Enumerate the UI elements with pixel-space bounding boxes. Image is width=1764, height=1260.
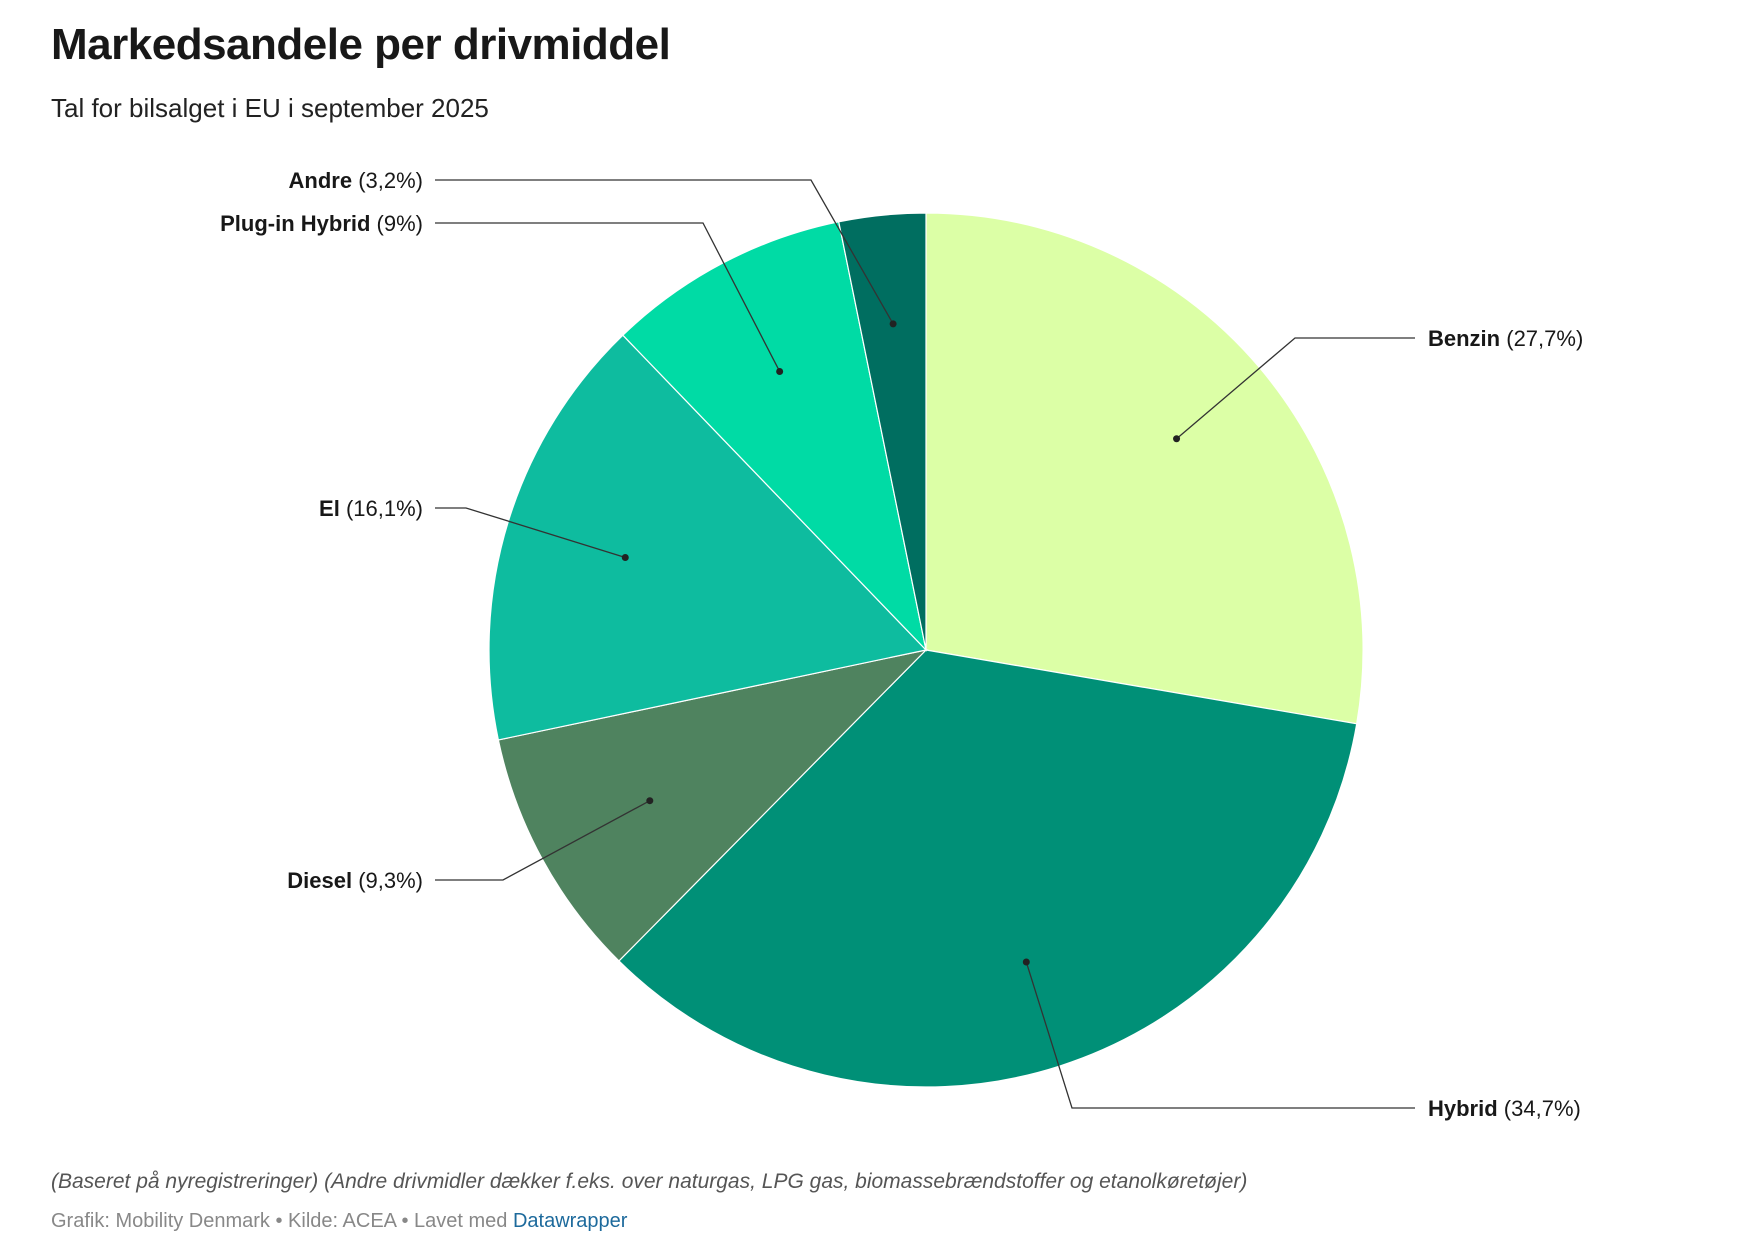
leader-dot <box>1173 435 1181 443</box>
slice-label: Hybrid (34,7%) <box>1428 1096 1581 1121</box>
slice-label: Benzin (27,7%) <box>1428 326 1583 351</box>
slice-label-name: El <box>319 496 340 521</box>
datawrapper-link[interactable]: Datawrapper <box>512 1210 628 1232</box>
leader-line <box>1176 337 1415 440</box>
leader-dot <box>646 797 654 805</box>
slice-label-name: Diesel <box>287 868 352 893</box>
slice-label-value: (9%) <box>370 211 423 236</box>
chart-title: Markedsandele per drivmiddel <box>51 20 671 69</box>
credits-text: Grafik: Mobility Denmark • Kilde: ACEA •… <box>51 1210 513 1232</box>
leader-dot <box>1022 958 1030 966</box>
slice-label: Andre (3,2%) <box>289 168 423 193</box>
leader-line <box>1025 961 1415 1109</box>
slice-label-name: Plug-in Hybrid <box>220 211 370 236</box>
slice-label-value: (3,2%) <box>352 168 423 193</box>
slice-label-value: (27,7%) <box>1500 326 1583 351</box>
slice-label-value: (9,3%) <box>352 868 423 893</box>
slice-label-value: (16,1%) <box>340 496 423 521</box>
leader-dot <box>889 320 897 328</box>
leader-dot <box>621 553 629 561</box>
slice-label: El (16,1%) <box>319 496 423 521</box>
pie-slice-plug-in-hybrid <box>622 221 928 652</box>
chart-subtitle: Tal for bilsalget i EU i september 2025 <box>51 93 489 123</box>
pie-slice-andre <box>838 212 927 651</box>
leader-line <box>435 222 781 372</box>
pie-slice-benzin <box>925 212 1364 725</box>
slice-label: Diesel (9,3%) <box>287 868 423 893</box>
footer-notes: (Baseret på nyregistreringer) (Andre dri… <box>51 1170 1248 1193</box>
pie-slice-hybrid <box>618 649 1358 1088</box>
leader-line <box>435 179 894 325</box>
footer-credits: Grafik: Mobility Denmark • Kilde: ACEA •… <box>51 1210 627 1233</box>
slice-label-name: Andre <box>289 168 353 193</box>
leader-dot <box>776 367 784 375</box>
leader-line <box>435 507 626 559</box>
slice-label-name: Hybrid <box>1428 1096 1498 1121</box>
slice-label-value: (34,7%) <box>1498 1096 1581 1121</box>
slice-label-name: Benzin <box>1428 326 1500 351</box>
slice-label: Plug-in Hybrid (9%) <box>220 211 423 236</box>
leader-line <box>435 800 651 881</box>
